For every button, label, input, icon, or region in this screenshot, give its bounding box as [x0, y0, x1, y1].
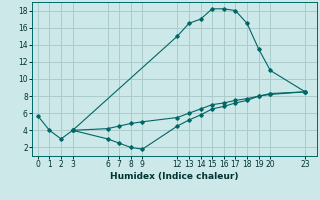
X-axis label: Humidex (Indice chaleur): Humidex (Indice chaleur) — [110, 172, 239, 181]
